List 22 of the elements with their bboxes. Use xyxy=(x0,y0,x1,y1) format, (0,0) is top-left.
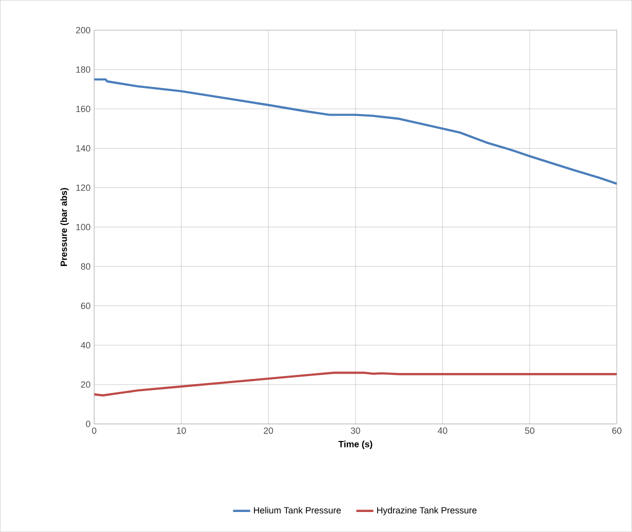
x-tick-label: 10 xyxy=(176,427,186,434)
y-axis-title: Pressure (bar abs) xyxy=(60,188,69,266)
y-tick-label: 60 xyxy=(81,302,90,309)
y-tick-label: 180 xyxy=(76,66,90,73)
y-tick-label: 0 xyxy=(86,420,90,428)
y-tick-label: 100 xyxy=(76,224,90,230)
y-tick-label: 120 xyxy=(76,184,90,191)
x-tick-label: 0 xyxy=(92,427,96,434)
y-tick-label: 200 xyxy=(76,26,90,34)
x-tick-label: 60 xyxy=(612,427,622,434)
x-tick-label: 20 xyxy=(264,427,274,434)
x-axis-title: Time (s) xyxy=(338,440,372,450)
y-tick-label: 40 xyxy=(80,342,90,348)
y-tick-label: 20 xyxy=(81,381,90,388)
x-tick-label: 50 xyxy=(525,427,534,434)
x-tick-label: 30 xyxy=(350,427,360,434)
y-tick-label: 80 xyxy=(81,263,90,270)
y-tick-label: 160 xyxy=(76,106,90,112)
legend-label: Hydrazine Tank Pressure xyxy=(377,506,477,516)
legend-label: Helium Tank Pressure xyxy=(254,506,341,514)
y-tick-label: 140 xyxy=(76,145,90,152)
x-tick-label: 40 xyxy=(438,427,448,434)
